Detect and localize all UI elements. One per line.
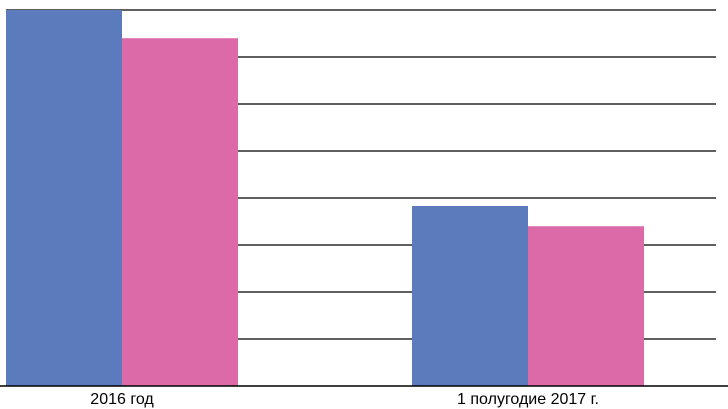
category-label: 1 полугодие 2017 г. [457,391,599,408]
bar-1-series-1 [6,10,122,386]
category-labels: 2016 год 1 полугодие 2017 г. [90,391,599,408]
bar-2-series-1 [412,205,528,386]
category-label: 2016 год [90,391,154,408]
bar-2-series-2 [528,226,644,386]
bar-1-series-2 [122,38,238,386]
bars [6,10,644,386]
